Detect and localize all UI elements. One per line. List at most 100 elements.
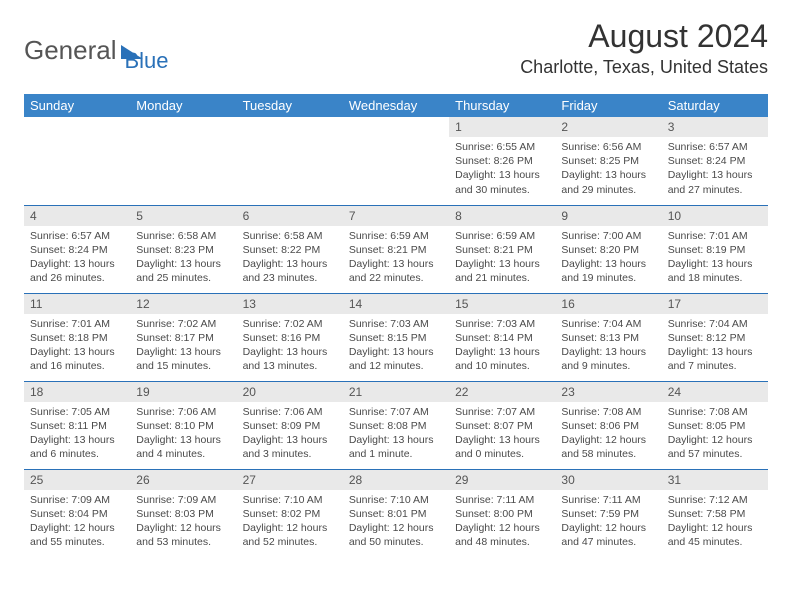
day-number: 25 [24, 470, 130, 490]
daylight-text: Daylight: 12 hours and 47 minutes. [561, 521, 655, 549]
title-block: August 2024 Charlotte, Texas, United Sta… [520, 18, 768, 78]
day-details: Sunrise: 6:59 AMSunset: 8:21 PMDaylight:… [343, 226, 449, 292]
calendar-cell: 1Sunrise: 6:55 AMSunset: 8:26 PMDaylight… [449, 117, 555, 205]
month-title: August 2024 [520, 18, 768, 55]
day-details: Sunrise: 7:02 AMSunset: 8:17 PMDaylight:… [130, 314, 236, 380]
day-number: 17 [662, 294, 768, 314]
weekday-header: Wednesday [343, 94, 449, 117]
sunrise-text: Sunrise: 6:58 AM [243, 229, 337, 243]
daylight-text: Daylight: 12 hours and 58 minutes. [561, 433, 655, 461]
daylight-text: Daylight: 13 hours and 6 minutes. [30, 433, 124, 461]
calendar-cell: 23Sunrise: 7:08 AMSunset: 8:06 PMDayligh… [555, 381, 661, 469]
daylight-text: Daylight: 12 hours and 53 minutes. [136, 521, 230, 549]
weekday-header: Friday [555, 94, 661, 117]
calendar-cell: 25Sunrise: 7:09 AMSunset: 8:04 PMDayligh… [24, 469, 130, 557]
calendar-cell: 30Sunrise: 7:11 AMSunset: 7:59 PMDayligh… [555, 469, 661, 557]
day-details: Sunrise: 7:03 AMSunset: 8:14 PMDaylight:… [449, 314, 555, 380]
sunset-text: Sunset: 7:58 PM [668, 507, 762, 521]
daylight-text: Daylight: 13 hours and 30 minutes. [455, 168, 549, 196]
day-number: 2 [555, 117, 661, 137]
day-details: Sunrise: 7:10 AMSunset: 8:01 PMDaylight:… [343, 490, 449, 556]
day-details: Sunrise: 6:57 AMSunset: 8:24 PMDaylight:… [24, 226, 130, 292]
daylight-text: Daylight: 12 hours and 45 minutes. [668, 521, 762, 549]
day-details: Sunrise: 7:04 AMSunset: 8:12 PMDaylight:… [662, 314, 768, 380]
sunset-text: Sunset: 8:14 PM [455, 331, 549, 345]
weekday-header: Sunday [24, 94, 130, 117]
sunset-text: Sunset: 8:16 PM [243, 331, 337, 345]
calendar-cell: 29Sunrise: 7:11 AMSunset: 8:00 PMDayligh… [449, 469, 555, 557]
day-number: 15 [449, 294, 555, 314]
calendar-cell: 13Sunrise: 7:02 AMSunset: 8:16 PMDayligh… [237, 293, 343, 381]
sunrise-text: Sunrise: 7:11 AM [455, 493, 549, 507]
calendar-cell: 5Sunrise: 6:58 AMSunset: 8:23 PMDaylight… [130, 205, 236, 293]
day-details: Sunrise: 6:58 AMSunset: 8:23 PMDaylight:… [130, 226, 236, 292]
calendar-week-row: 11Sunrise: 7:01 AMSunset: 8:18 PMDayligh… [24, 293, 768, 381]
daylight-text: Daylight: 13 hours and 18 minutes. [668, 257, 762, 285]
sunrise-text: Sunrise: 7:03 AM [349, 317, 443, 331]
sunset-text: Sunset: 8:00 PM [455, 507, 549, 521]
calendar-cell: 21Sunrise: 7:07 AMSunset: 8:08 PMDayligh… [343, 381, 449, 469]
day-number: 21 [343, 382, 449, 402]
sunset-text: Sunset: 8:18 PM [30, 331, 124, 345]
day-details: Sunrise: 7:04 AMSunset: 8:13 PMDaylight:… [555, 314, 661, 380]
sunrise-text: Sunrise: 6:57 AM [668, 140, 762, 154]
day-number: 26 [130, 470, 236, 490]
daylight-text: Daylight: 13 hours and 25 minutes. [136, 257, 230, 285]
day-number: 24 [662, 382, 768, 402]
day-number: 19 [130, 382, 236, 402]
sunset-text: Sunset: 8:12 PM [668, 331, 762, 345]
sunrise-text: Sunrise: 6:58 AM [136, 229, 230, 243]
day-details: Sunrise: 7:06 AMSunset: 8:09 PMDaylight:… [237, 402, 343, 468]
sunrise-text: Sunrise: 7:07 AM [455, 405, 549, 419]
calendar-cell: 15Sunrise: 7:03 AMSunset: 8:14 PMDayligh… [449, 293, 555, 381]
sunrise-text: Sunrise: 7:08 AM [668, 405, 762, 419]
sunset-text: Sunset: 8:06 PM [561, 419, 655, 433]
calendar-cell: 4Sunrise: 6:57 AMSunset: 8:24 PMDaylight… [24, 205, 130, 293]
sunset-text: Sunset: 8:05 PM [668, 419, 762, 433]
weekday-header: Monday [130, 94, 236, 117]
calendar-cell: 12Sunrise: 7:02 AMSunset: 8:17 PMDayligh… [130, 293, 236, 381]
sunset-text: Sunset: 8:09 PM [243, 419, 337, 433]
day-details: Sunrise: 7:09 AMSunset: 8:03 PMDaylight:… [130, 490, 236, 556]
sunrise-text: Sunrise: 7:01 AM [668, 229, 762, 243]
weekday-header: Thursday [449, 94, 555, 117]
sunset-text: Sunset: 8:13 PM [561, 331, 655, 345]
sunrise-text: Sunrise: 7:03 AM [455, 317, 549, 331]
day-details: Sunrise: 7:11 AMSunset: 7:59 PMDaylight:… [555, 490, 661, 556]
day-details: Sunrise: 7:08 AMSunset: 8:05 PMDaylight:… [662, 402, 768, 468]
day-number: 31 [662, 470, 768, 490]
sunset-text: Sunset: 8:23 PM [136, 243, 230, 257]
daylight-text: Daylight: 12 hours and 48 minutes. [455, 521, 549, 549]
sunrise-text: Sunrise: 6:59 AM [455, 229, 549, 243]
location: Charlotte, Texas, United States [520, 57, 768, 78]
daylight-text: Daylight: 12 hours and 57 minutes. [668, 433, 762, 461]
daylight-text: Daylight: 13 hours and 29 minutes. [561, 168, 655, 196]
calendar-cell: 20Sunrise: 7:06 AMSunset: 8:09 PMDayligh… [237, 381, 343, 469]
day-details: Sunrise: 7:10 AMSunset: 8:02 PMDaylight:… [237, 490, 343, 556]
day-number: 10 [662, 206, 768, 226]
day-details: Sunrise: 7:07 AMSunset: 8:07 PMDaylight:… [449, 402, 555, 468]
sunset-text: Sunset: 8:02 PM [243, 507, 337, 521]
sunrise-text: Sunrise: 7:09 AM [136, 493, 230, 507]
daylight-text: Daylight: 13 hours and 15 minutes. [136, 345, 230, 373]
daylight-text: Daylight: 13 hours and 7 minutes. [668, 345, 762, 373]
sunrise-text: Sunrise: 7:11 AM [561, 493, 655, 507]
sunset-text: Sunset: 8:08 PM [349, 419, 443, 433]
day-number: 4 [24, 206, 130, 226]
calendar-cell [24, 117, 130, 205]
sunrise-text: Sunrise: 7:08 AM [561, 405, 655, 419]
sunset-text: Sunset: 7:59 PM [561, 507, 655, 521]
day-details: Sunrise: 6:56 AMSunset: 8:25 PMDaylight:… [555, 137, 661, 203]
day-details: Sunrise: 7:01 AMSunset: 8:18 PMDaylight:… [24, 314, 130, 380]
day-details: Sunrise: 7:09 AMSunset: 8:04 PMDaylight:… [24, 490, 130, 556]
sunrise-text: Sunrise: 7:05 AM [30, 405, 124, 419]
daylight-text: Daylight: 13 hours and 13 minutes. [243, 345, 337, 373]
day-details: Sunrise: 6:57 AMSunset: 8:24 PMDaylight:… [662, 137, 768, 203]
sunrise-text: Sunrise: 7:12 AM [668, 493, 762, 507]
calendar-table: SundayMondayTuesdayWednesdayThursdayFrid… [24, 94, 768, 557]
sunset-text: Sunset: 8:25 PM [561, 154, 655, 168]
day-number: 13 [237, 294, 343, 314]
day-number: 11 [24, 294, 130, 314]
day-number: 7 [343, 206, 449, 226]
calendar-cell: 3Sunrise: 6:57 AMSunset: 8:24 PMDaylight… [662, 117, 768, 205]
